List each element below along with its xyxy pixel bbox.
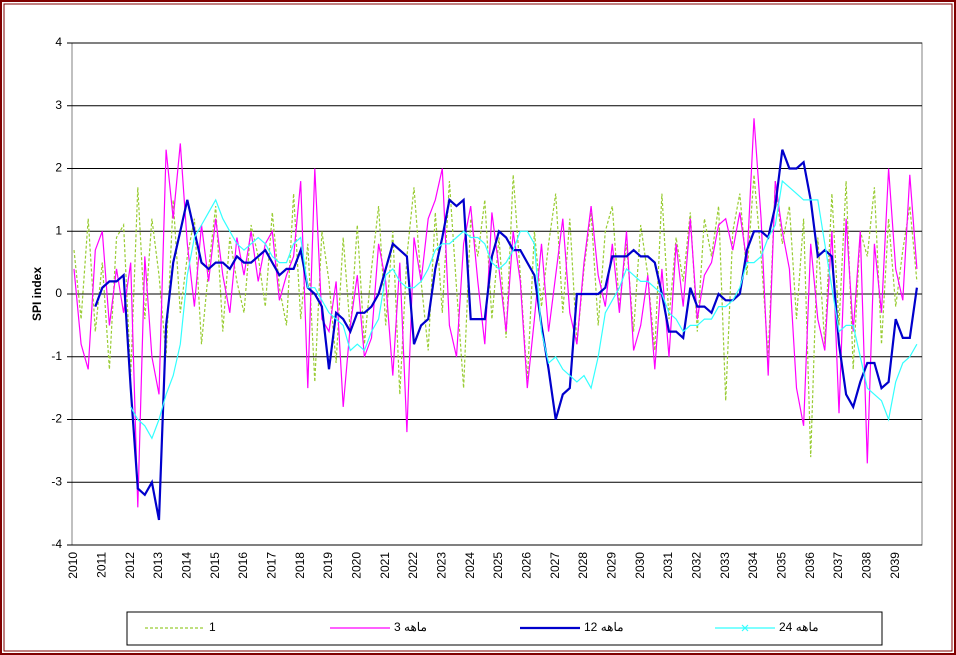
x-tick-label: 2011 <box>95 552 109 578</box>
x-tick-label: 2036 <box>803 552 817 579</box>
series-line <box>130 179 918 440</box>
x-tick-label: 2013 <box>151 552 165 579</box>
x-tick-label: 2014 <box>180 552 194 579</box>
legend-label: ماهه 24 <box>779 620 819 634</box>
x-tick-label: 2030 <box>633 552 647 579</box>
x-tick-label: 2032 <box>690 552 704 579</box>
x-tick-label: 2037 <box>831 552 845 579</box>
x-tick-label: 2018 <box>293 552 307 579</box>
x-tick-label: 2017 <box>265 552 279 579</box>
y-tick-label: -2 <box>51 412 62 426</box>
x-tick-label: 2039 <box>888 552 902 579</box>
x-tick-label: 2023 <box>435 552 449 579</box>
x-tick-label: 2015 <box>208 552 222 579</box>
legend-label: ماهه 3 <box>394 620 427 634</box>
y-tick-label: -1 <box>51 349 62 363</box>
y-tick-label: -4 <box>51 537 62 551</box>
x-tick-label: 2031 <box>661 552 675 579</box>
x-tick-label: 2020 <box>350 552 364 579</box>
y-tick-label: -3 <box>51 474 62 488</box>
x-tick-label: 2024 <box>463 552 477 579</box>
series-line <box>94 149 918 521</box>
x-tick-label: 2012 <box>123 552 137 579</box>
y-tick-label: 2 <box>55 161 62 175</box>
legend-label: ماهه 12 <box>584 620 624 634</box>
legend-marker <box>741 624 749 632</box>
y-tick-label: 0 <box>55 286 62 300</box>
x-tick-label: 2027 <box>548 552 562 579</box>
x-tick-label: 2028 <box>576 552 590 579</box>
x-tick-label: 2016 <box>236 552 250 579</box>
x-tick-label: 2026 <box>520 552 534 579</box>
x-tick-label: 2019 <box>321 552 335 579</box>
x-tick-label: 2025 <box>491 552 505 579</box>
x-tick-label: 2034 <box>746 552 760 579</box>
y-axis-title: SPI index <box>30 267 44 321</box>
x-tick-label: 2033 <box>718 552 732 579</box>
x-tick-label: 2035 <box>775 552 789 579</box>
y-tick-label: 3 <box>55 98 62 112</box>
x-tick-label: 2021 <box>378 552 392 579</box>
y-tick-label: 4 <box>55 35 62 49</box>
x-tick-label: 2038 <box>860 552 874 579</box>
frame-inner <box>3 3 953 652</box>
y-tick-label: 1 <box>55 223 62 237</box>
x-tick-label: 2029 <box>605 552 619 579</box>
legend-label: 1 <box>209 620 216 634</box>
x-tick-label: 2010 <box>66 552 80 579</box>
x-tick-label: 2022 <box>406 552 420 579</box>
